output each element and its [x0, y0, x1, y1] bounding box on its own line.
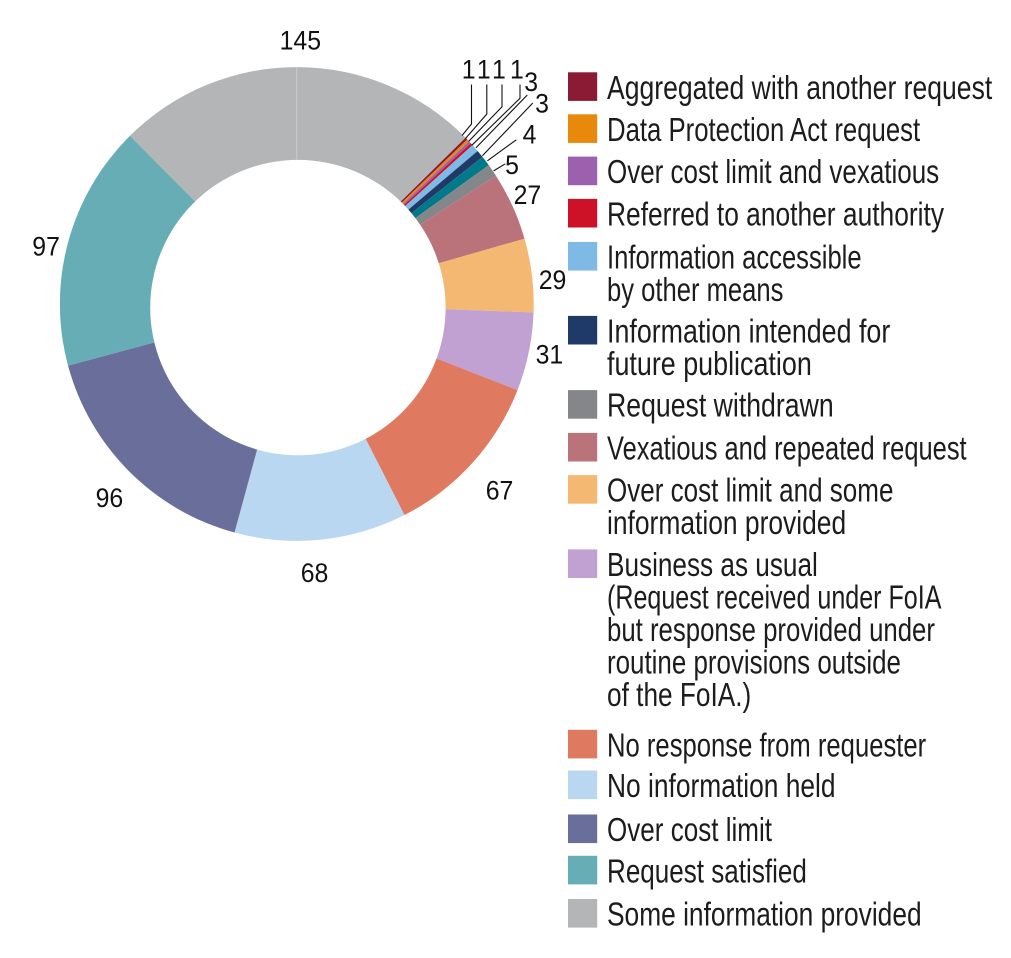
svg-text:31: 31	[536, 341, 564, 370]
svg-text:Data Protection Act request: Data Protection Act request	[607, 112, 920, 149]
svg-text:but response provided under: but response provided under	[607, 612, 935, 649]
svg-text:Request satisfied: Request satisfied	[607, 853, 807, 890]
svg-text:Aggregated with another reques: Aggregated with another request	[607, 70, 993, 106]
svg-text:future publication: future publication	[607, 346, 812, 382]
svg-text:29: 29	[539, 266, 567, 295]
svg-text:Referred to another authority: Referred to another authority	[607, 197, 944, 233]
svg-text:67: 67	[486, 477, 514, 506]
svg-text:Information accessible: Information accessible	[607, 239, 862, 276]
svg-text:96: 96	[96, 484, 124, 513]
svg-text:3: 3	[524, 68, 538, 97]
svg-text:97: 97	[32, 232, 60, 261]
svg-text:Information intended for: Information intended for	[607, 314, 890, 350]
svg-text:of the FoIA.): of the FoIA.)	[607, 677, 751, 714]
svg-text:3: 3	[535, 90, 549, 119]
svg-text:(Request received under FoIA: (Request received under FoIA	[607, 579, 942, 616]
svg-text:Vexatious and repeated request: Vexatious and repeated request	[607, 430, 967, 467]
svg-text:Over cost limit: Over cost limit	[607, 812, 773, 849]
svg-text:1: 1	[477, 56, 491, 85]
svg-text:Over cost limit and some: Over cost limit and some	[607, 473, 893, 510]
svg-text:5: 5	[505, 151, 519, 180]
svg-text:Over cost limit and vexatious: Over cost limit and vexatious	[607, 154, 939, 191]
svg-text:by other means: by other means	[607, 272, 783, 309]
svg-text:27: 27	[514, 181, 542, 210]
svg-text:1: 1	[462, 56, 476, 85]
svg-text:information provided: information provided	[607, 505, 846, 541]
svg-text:No information held: No information held	[607, 768, 836, 804]
svg-text:Business as usual: Business as usual	[607, 547, 818, 584]
svg-text:1: 1	[510, 56, 524, 85]
svg-text:145: 145	[280, 27, 321, 56]
svg-text:Some information provided: Some information provided	[607, 897, 922, 933]
svg-text:routine provisions outside: routine provisions outside	[607, 644, 901, 681]
svg-text:68: 68	[301, 559, 329, 588]
svg-text:No response from requester: No response from requester	[607, 727, 926, 764]
svg-text:1: 1	[492, 56, 506, 85]
svg-text:4: 4	[523, 121, 537, 150]
svg-text:Request withdrawn: Request withdrawn	[607, 388, 834, 424]
